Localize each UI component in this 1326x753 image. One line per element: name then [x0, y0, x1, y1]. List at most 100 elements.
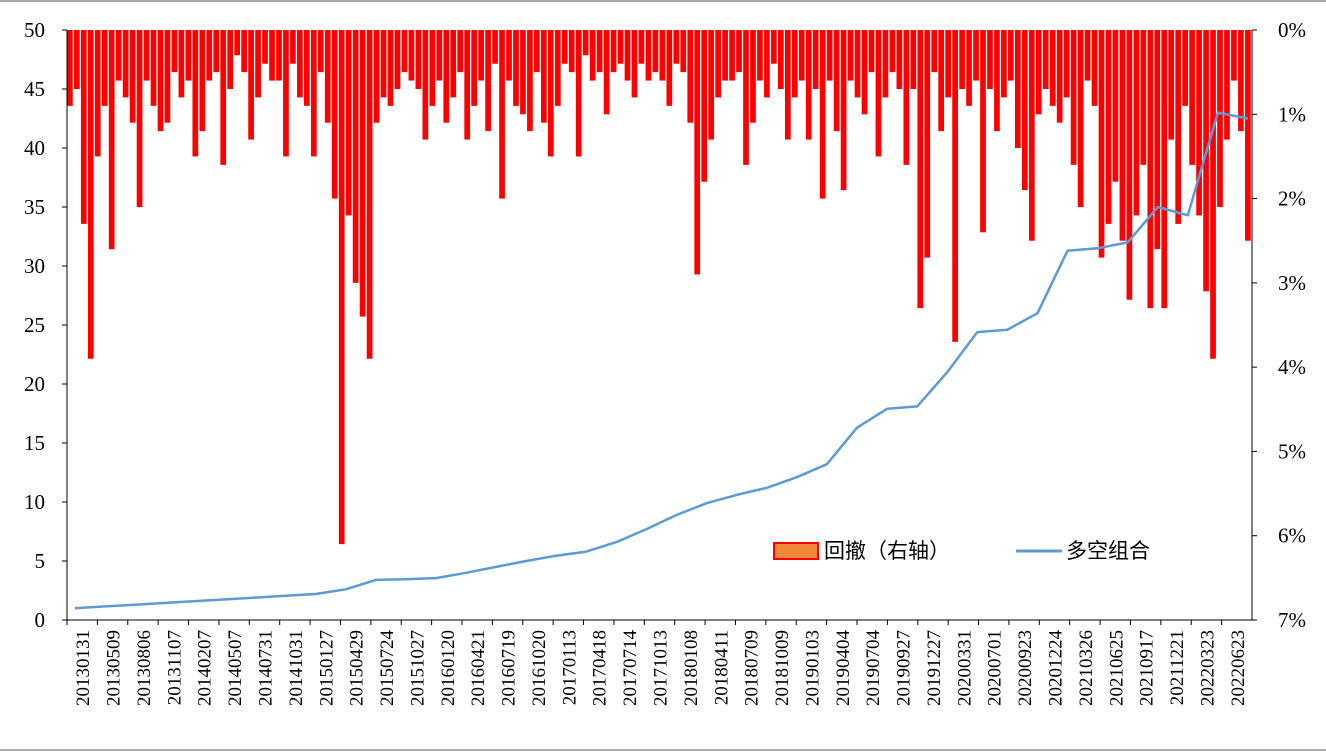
- drawdown-bar: [938, 30, 945, 132]
- x-tick-label: 20190404: [833, 630, 854, 707]
- drawdown-bar: [805, 30, 812, 140]
- drawdown-bar: [408, 30, 415, 81]
- drawdown-bar: [234, 30, 241, 56]
- drawdown-bar: [220, 30, 227, 165]
- drawdown-bar: [589, 30, 596, 81]
- right-tick-label: 6%: [1278, 524, 1306, 548]
- drawdown-bar: [652, 30, 659, 73]
- drawdown-bar: [715, 30, 721, 98]
- drawdown-bar: [213, 30, 220, 73]
- x-tick-label: 20190704: [863, 630, 884, 707]
- drawdown-bar: [1154, 30, 1161, 250]
- x-tick-label: 20130806: [134, 630, 155, 706]
- drawdown-bar: [1245, 30, 1251, 241]
- drawdown-bar: [729, 30, 735, 81]
- x-tick-label: 20200701: [985, 630, 1006, 706]
- x-tick-label: 20131107: [164, 630, 185, 705]
- x-tick-label: 20160120: [438, 630, 459, 706]
- x-tick-label: 20200331: [954, 630, 975, 706]
- drawdown-bar: [1126, 30, 1133, 300]
- x-tick-label: 20150429: [347, 630, 368, 706]
- drawdown-bar: [1077, 30, 1084, 207]
- right-tick-label: 7%: [1278, 608, 1306, 632]
- long-short-line: [74, 111, 1249, 610]
- drawdown-bar: [206, 30, 213, 81]
- drawdown-bar: [554, 30, 561, 106]
- drawdown-bar: [687, 30, 694, 123]
- drawdown-bar: [457, 30, 464, 73]
- drawdown-bar: [269, 30, 275, 81]
- legend-line-label: 多空组合: [1066, 539, 1150, 563]
- legend-drawdown-swatch: [773, 542, 819, 560]
- right-tick-label: 5%: [1278, 439, 1306, 463]
- drawdown-bar: [136, 30, 143, 207]
- x-tick-label: 20180108: [681, 630, 702, 706]
- drawdown-bar: [638, 30, 645, 64]
- drawdown-bar: [1035, 30, 1042, 115]
- left-tick-label: 5: [35, 549, 46, 573]
- x-tick-label: 20150127: [316, 630, 337, 706]
- x-tick-label: 20191227: [924, 630, 945, 706]
- left-tick-label: 0: [35, 608, 46, 632]
- drawdown-bar: [1105, 30, 1112, 224]
- x-tick-label: 20210625: [1106, 630, 1127, 706]
- drawdown-bar: [882, 30, 889, 98]
- drawdown-bar: [122, 30, 129, 98]
- drawdown-bar: [310, 30, 317, 157]
- drawdown-bar: [352, 30, 359, 283]
- x-tick-label: 20180411: [711, 630, 732, 705]
- drawdown-bar: [1196, 30, 1202, 216]
- x-tick-label: 20160421: [468, 630, 489, 706]
- drawdown-bar: [380, 30, 387, 98]
- drawdown-bar: [1042, 30, 1049, 89]
- x-tick-label: 20170113: [559, 630, 580, 705]
- drawdown-bar: [764, 30, 770, 98]
- drawdown-bar: [1161, 30, 1168, 309]
- left-tick-label: 10: [24, 490, 45, 514]
- x-tick-label: 20140731: [256, 630, 277, 706]
- drawdown-bar: [101, 30, 108, 106]
- drawdown-bar: [520, 30, 526, 115]
- drawdown-bar: [840, 30, 847, 191]
- legend-drawdown-label: 回撤（右轴）: [824, 539, 950, 563]
- drawdown-bar: [450, 30, 457, 98]
- drawdown-bar: [345, 30, 352, 216]
- drawdown-bar: [429, 30, 436, 106]
- drawdown-bar: [415, 30, 422, 89]
- left-tick-label: 25: [24, 313, 45, 337]
- drawdown-bar: [422, 30, 429, 140]
- drawdown-bar: [492, 30, 498, 64]
- right-tick-label: 0%: [1278, 18, 1306, 42]
- drawdown-bar: [1119, 30, 1126, 241]
- drawdown-bar: [227, 30, 234, 89]
- drawdown-bar: [359, 30, 366, 317]
- x-axis-ticks: 20130131 20130509 20130806 20131107 20140207…: [66, 620, 1249, 707]
- drawdown-bar: [973, 30, 979, 81]
- drawdown-bar: [1147, 30, 1154, 309]
- x-tick-label: 20190103: [802, 630, 823, 706]
- drawdown-bar: [966, 30, 972, 106]
- drawdown-bar: [847, 30, 854, 81]
- left-axis-ticks: 0 5 10 15 20 25 30 35 40 45 50: [24, 18, 67, 632]
- drawdown-bar: [924, 30, 931, 258]
- right-axis-ticks: 0% 1% 2% 3% 4% 5% 6% 7%: [1252, 18, 1306, 632]
- drawdown-bar: [290, 30, 296, 64]
- drawdown-bar: [331, 30, 338, 199]
- x-tick-label: 20130131: [73, 630, 94, 706]
- drawdown-bar: [833, 30, 840, 132]
- drawdown-bar: [771, 30, 777, 64]
- drawdown-bar: [1056, 30, 1063, 123]
- drawdown-bar: [541, 30, 547, 123]
- drawdown-bar: [192, 30, 199, 157]
- drawdown-bar: [317, 30, 324, 73]
- drawdown-bar: [73, 30, 80, 89]
- drawdown-bar: [150, 30, 157, 106]
- drawdown-bar: [394, 30, 401, 89]
- drawdown-bar: [1231, 30, 1237, 81]
- drawdown-bar: [903, 30, 910, 165]
- drawdown-bar: [513, 30, 519, 106]
- drawdown-bar: [812, 30, 819, 89]
- drawdown-bar: [1140, 30, 1147, 165]
- drawdown-bar: [617, 30, 624, 64]
